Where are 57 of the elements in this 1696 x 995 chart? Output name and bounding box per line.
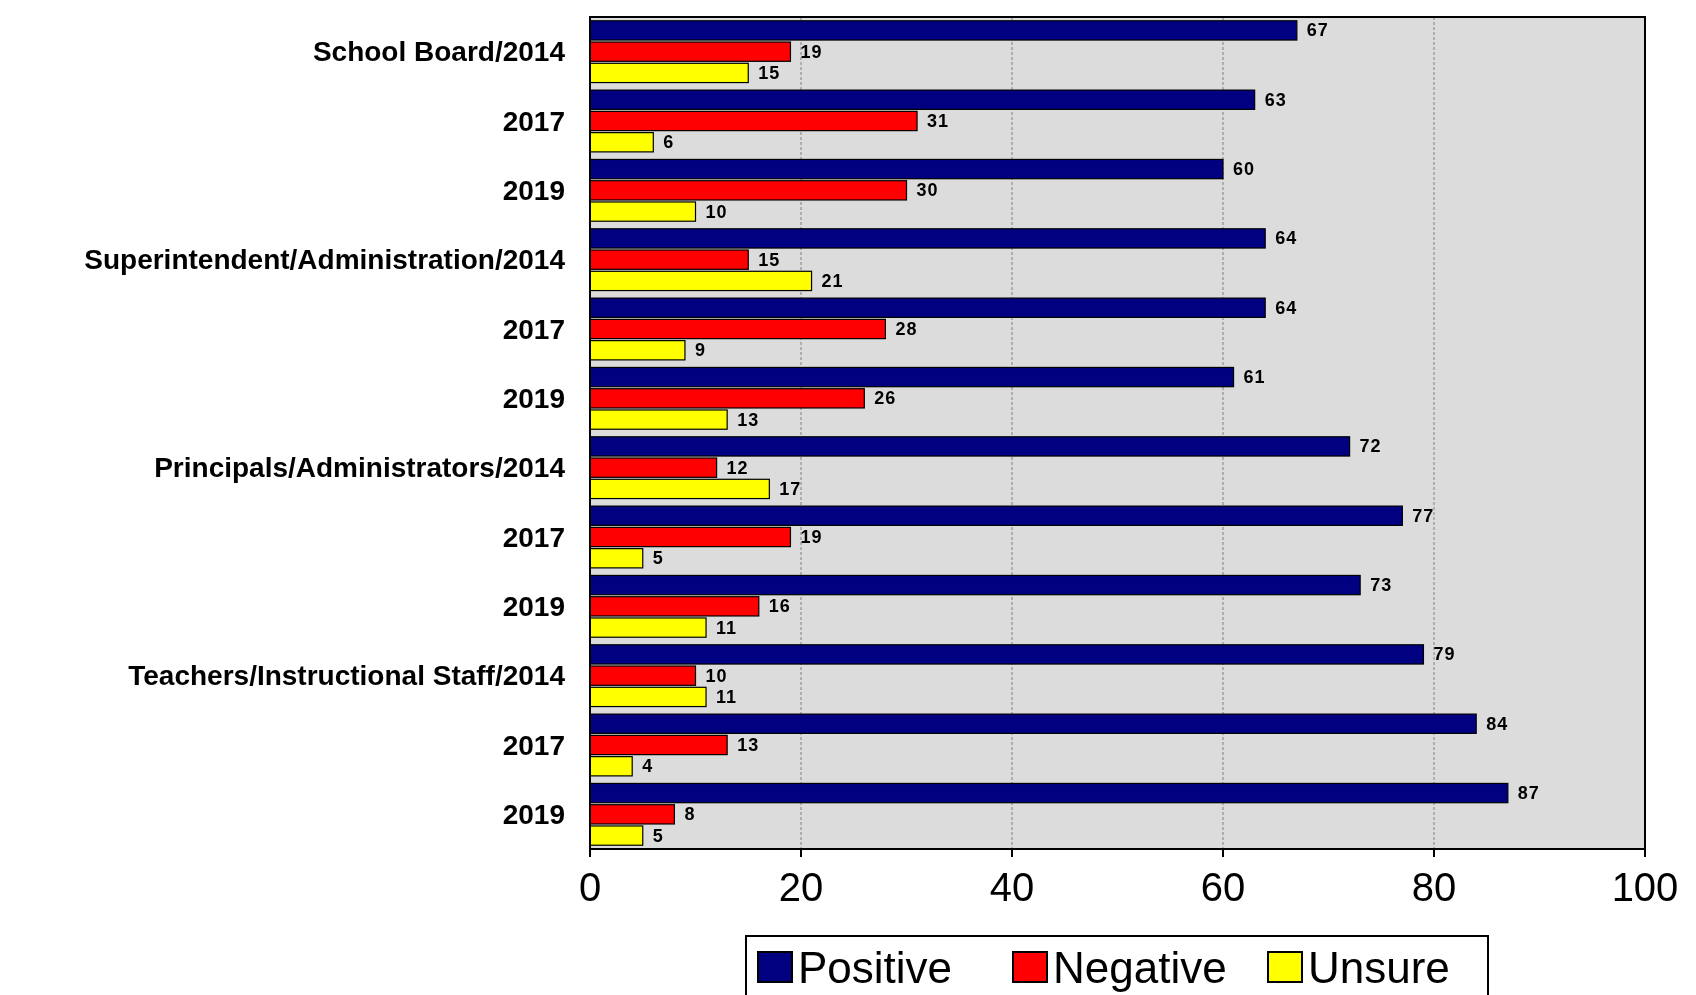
data-label: 10 <box>705 665 728 686</box>
y-tick-label: 2017 <box>502 521 565 553</box>
legend-label: Negative <box>1053 942 1227 992</box>
data-label: 64 <box>1275 297 1298 318</box>
data-label: 10 <box>705 201 728 222</box>
y-tick-label: 2017 <box>502 313 565 345</box>
data-label: 15 <box>758 249 781 270</box>
data-label: 79 <box>1433 644 1456 665</box>
data-label: 4 <box>642 756 654 777</box>
data-label: 5 <box>652 548 664 569</box>
data-label: 5 <box>652 825 664 846</box>
data-label: 77 <box>1412 505 1435 526</box>
data-label: 11 <box>716 686 738 707</box>
data-label: 21 <box>821 270 844 291</box>
data-label: 15 <box>758 62 781 83</box>
data-label: 17 <box>779 478 802 499</box>
x-tick-label: 40 <box>989 865 1035 909</box>
x-tick-label: 60 <box>1200 865 1246 909</box>
data-label: 9 <box>694 340 706 361</box>
data-label: 73 <box>1370 575 1393 596</box>
y-tick-label: 2019 <box>502 382 565 414</box>
y-tick-label: 2019 <box>502 174 565 206</box>
data-label: 31 <box>927 111 950 131</box>
data-label: 61 <box>1243 367 1266 388</box>
x-tick-label: 0 <box>578 865 602 909</box>
legend-label: Unsure <box>1308 942 1450 992</box>
data-label: 19 <box>800 41 823 62</box>
data-label: 12 <box>726 457 749 478</box>
data-label: 87 <box>1517 783 1540 804</box>
data-label: 6 <box>663 132 675 153</box>
data-label: 8 <box>684 804 696 825</box>
data-label: 19 <box>800 527 823 547</box>
data-label: 16 <box>768 596 791 617</box>
x-tick-label: 20 <box>778 865 824 909</box>
data-label: 30 <box>916 180 939 201</box>
y-tick-label: Superintendent/Administration/2014 <box>84 244 566 276</box>
y-tick-label: School Board/2014 <box>312 36 566 68</box>
data-label: 13 <box>737 409 760 430</box>
y-tick-label: 2019 <box>502 798 565 830</box>
data-label: 63 <box>1264 89 1287 110</box>
data-label: 84 <box>1486 713 1509 734</box>
x-tick-label: 100 <box>1611 865 1679 909</box>
data-label: 60 <box>1233 159 1256 180</box>
data-label: 67 <box>1306 20 1329 41</box>
y-tick-label: 2017 <box>502 729 565 761</box>
data-label: 64 <box>1275 228 1298 249</box>
data-label: 13 <box>737 735 760 755</box>
data-label: 28 <box>895 319 918 339</box>
data-label: 11 <box>716 617 738 638</box>
y-tick-label: 2017 <box>502 105 565 137</box>
y-tick-label: Teachers/Instructional Staff/2014 <box>128 660 566 692</box>
data-label: 72 <box>1359 436 1382 457</box>
y-tick-label: Principals/Administrators/2014 <box>154 452 566 484</box>
y-tick-label: 2019 <box>502 590 565 622</box>
legend-label: Positive <box>798 942 953 992</box>
data-label: 26 <box>874 388 897 409</box>
x-tick-label: 80 <box>1411 865 1457 909</box>
